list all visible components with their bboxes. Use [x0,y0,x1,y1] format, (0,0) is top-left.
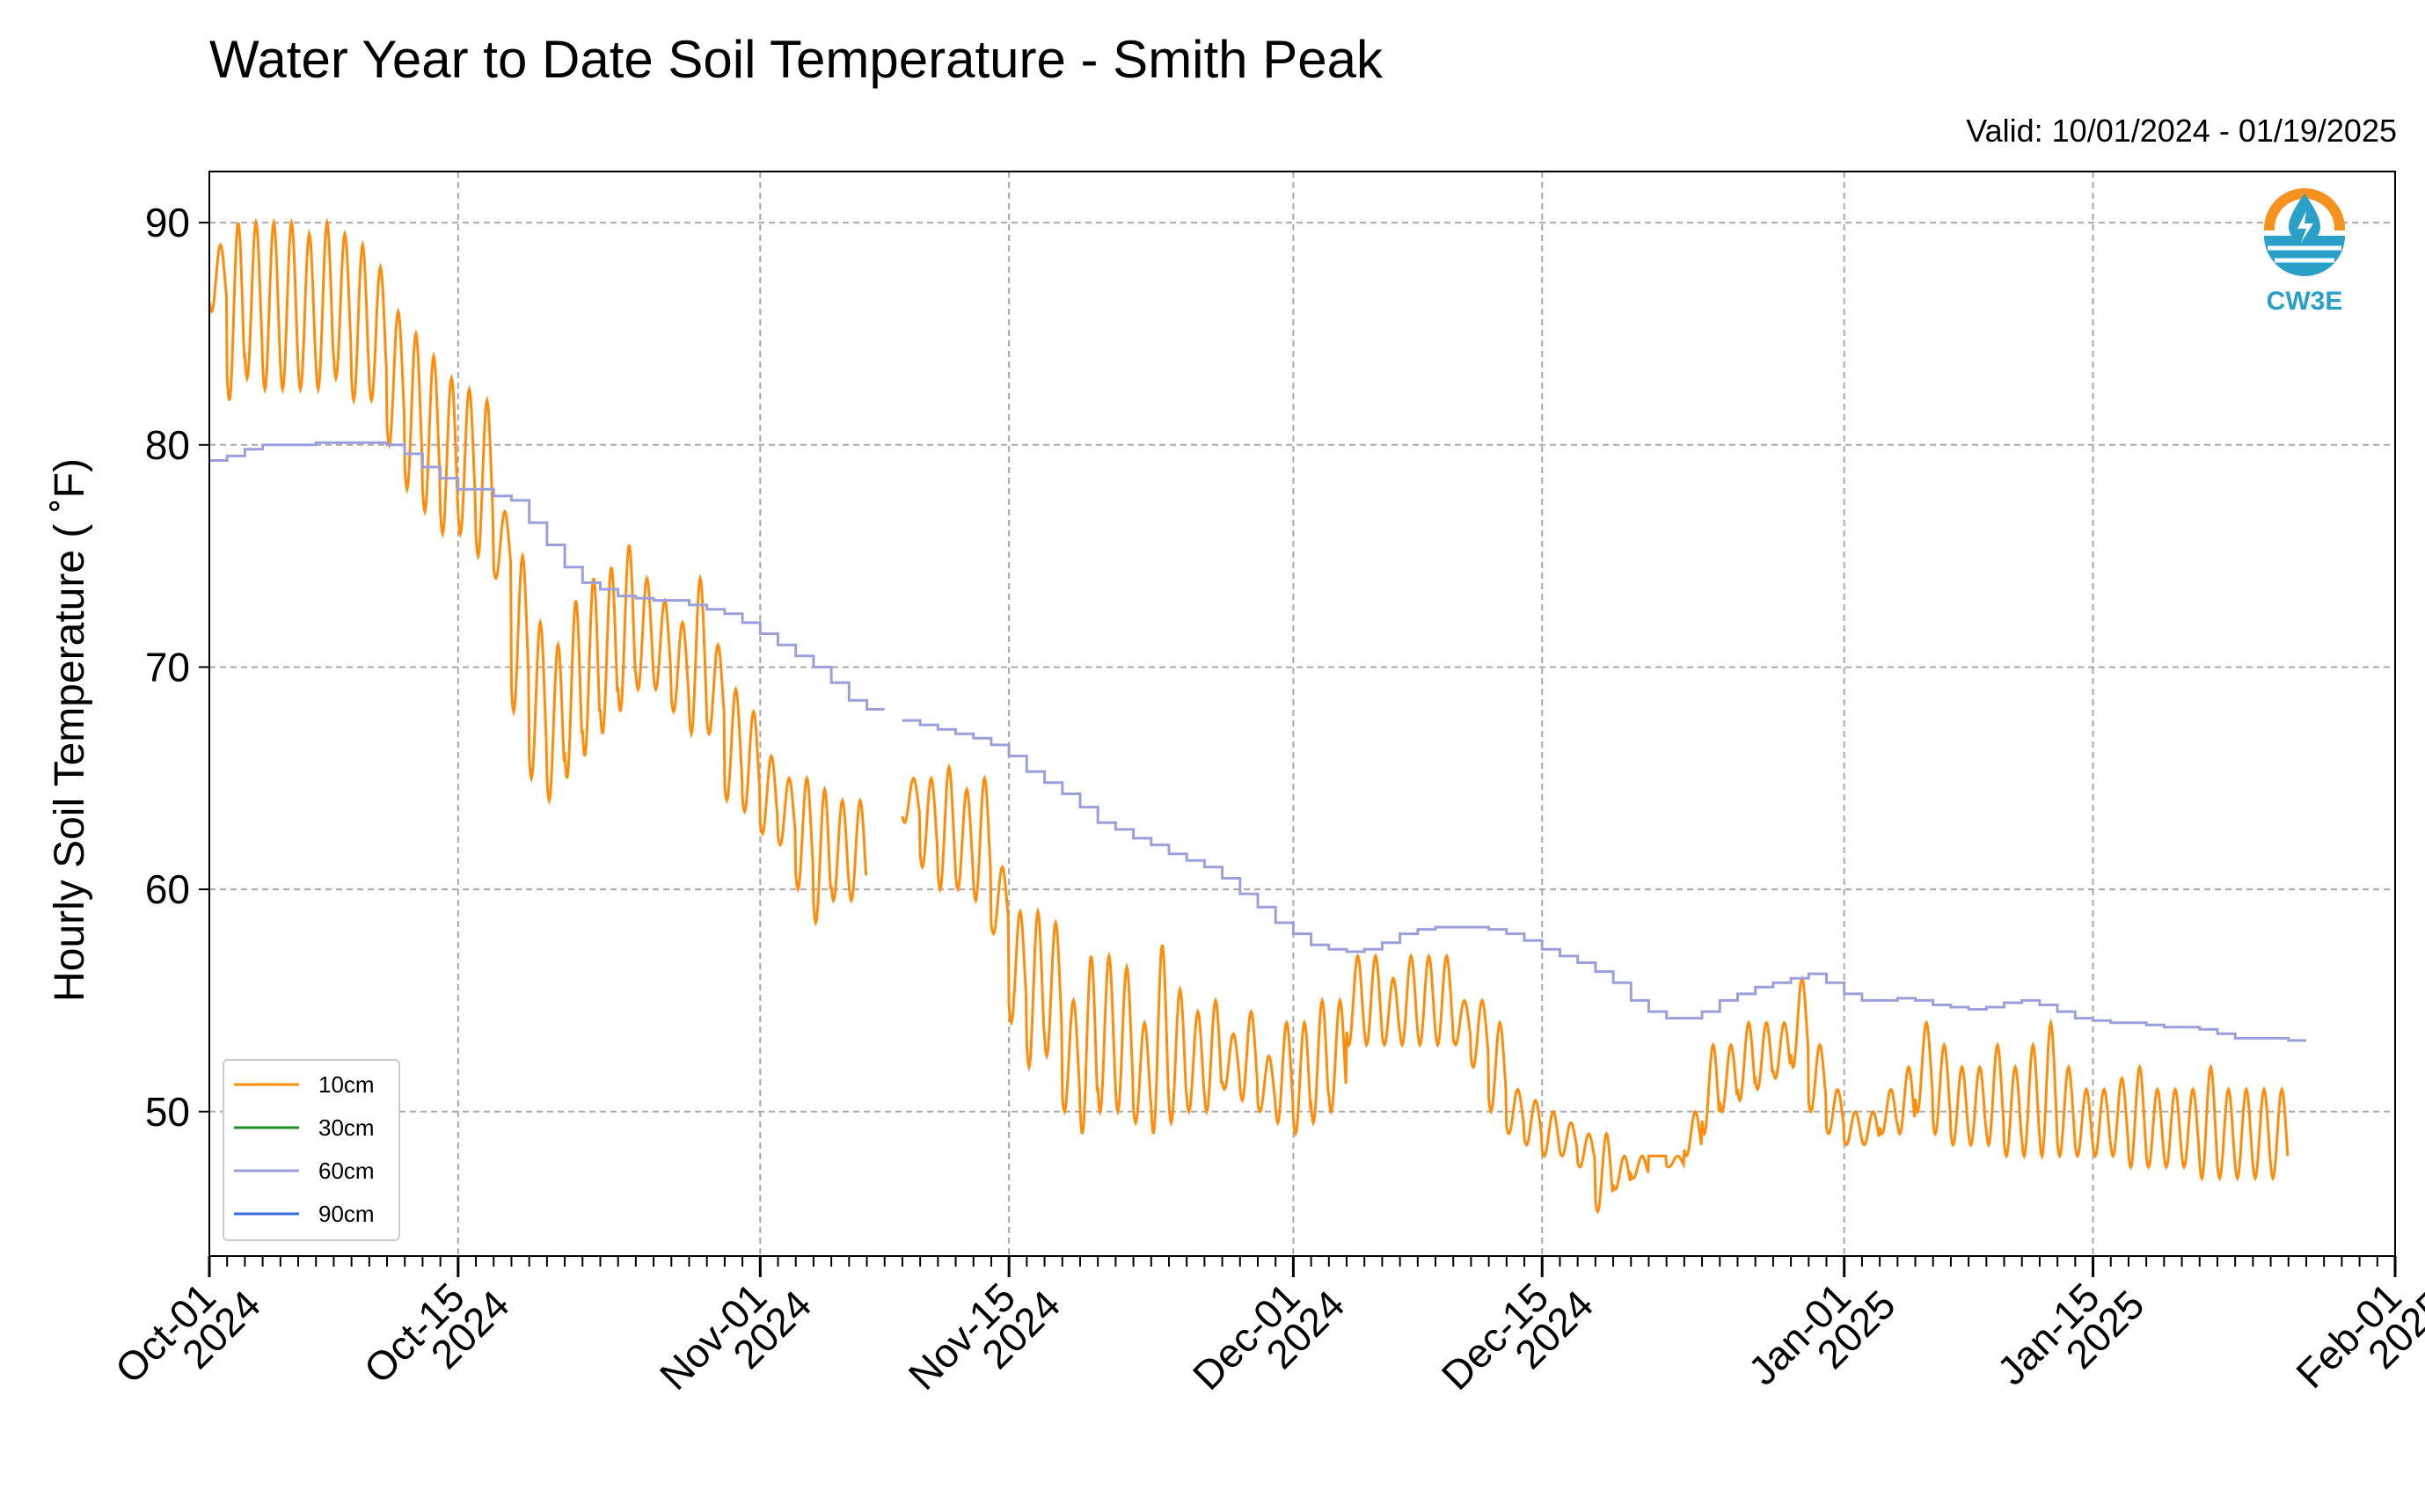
legend-label-60cm: 60cm [318,1158,375,1184]
plot-frame [208,171,2396,1257]
series-line-10cm [208,217,868,927]
grid [208,172,2396,1256]
series-area [208,217,2306,1215]
series-line-10cm [901,763,2290,1215]
legend-item-60cm: 60cm [234,1158,375,1184]
chart-title: Water Year to Date Soil Temperature - Sm… [209,30,1384,89]
legend-item-90cm: 90cm [234,1201,375,1227]
chart-subtitle: Valid: 10/01/2024 - 01/19/2025 [1966,113,2397,149]
y-tick-label: 90 [145,200,190,245]
legend: 10cm 30cm 60cm 90cm [223,1059,400,1241]
legend-item-10cm: 10cm [234,1071,375,1098]
water-drop-logo-icon [2262,188,2347,276]
series-line-60cm [209,441,885,711]
legend-box [223,1059,400,1241]
legend-item-30cm: 30cm [234,1114,375,1141]
y-tick-label: 50 [145,1089,190,1135]
legend-label-90cm: 90cm [318,1201,375,1227]
series-line-60cm [902,719,2306,1042]
y-tick-label: 70 [145,644,190,690]
cw3e-logo: CW3E [2262,188,2347,316]
legend-label-10cm: 10cm [318,1071,375,1098]
y-axis-label: Hourly Soil Temperature ( ˚F) [47,458,93,1002]
y-tick-label: 80 [145,422,190,468]
logo-text: CW3E [2267,287,2343,316]
legend-label-30cm: 30cm [318,1114,375,1141]
y-tick-label: 60 [145,866,190,912]
